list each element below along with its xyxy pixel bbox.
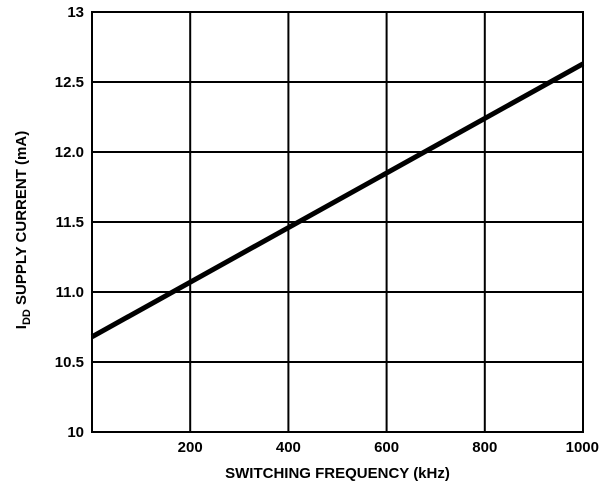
y-tick-label: 13 <box>67 4 84 21</box>
x-tick-label: 800 <box>472 439 497 456</box>
y-axis: 10 10.5 11.0 11.5 12.0 12.5 13 <box>55 4 84 441</box>
series-layer <box>90 61 585 339</box>
plot-frame <box>91 11 584 433</box>
y-tick-label: 11.0 <box>56 284 84 301</box>
x-axis: 200 400 600 800 1000 <box>178 439 599 456</box>
x-tick-label: 200 <box>178 439 203 456</box>
x-tick-label: 600 <box>374 439 399 456</box>
x-axis-label: SWITCHING FREQUENCY (kHz) <box>225 465 450 482</box>
y-tick-label: 11.5 <box>56 214 84 231</box>
y-axis-label-subscript: DD <box>21 309 33 325</box>
x-tick-label: 400 <box>276 439 301 456</box>
grid <box>92 12 583 432</box>
y-tick-label: 10 <box>67 424 84 441</box>
y-tick-label: 10.5 <box>55 354 84 371</box>
series-line <box>90 61 585 339</box>
x-tick-label: 1000 <box>566 439 599 456</box>
y-axis-label: IDD SUPPLY CURRENT (mA) <box>13 131 33 329</box>
y-tick-label: 12.5 <box>55 74 84 91</box>
y-axis-label-rest: SUPPLY CURRENT (mA) <box>13 131 30 309</box>
y-axis-label-main: I <box>13 325 30 329</box>
y-tick-label: 12.0 <box>55 144 84 161</box>
